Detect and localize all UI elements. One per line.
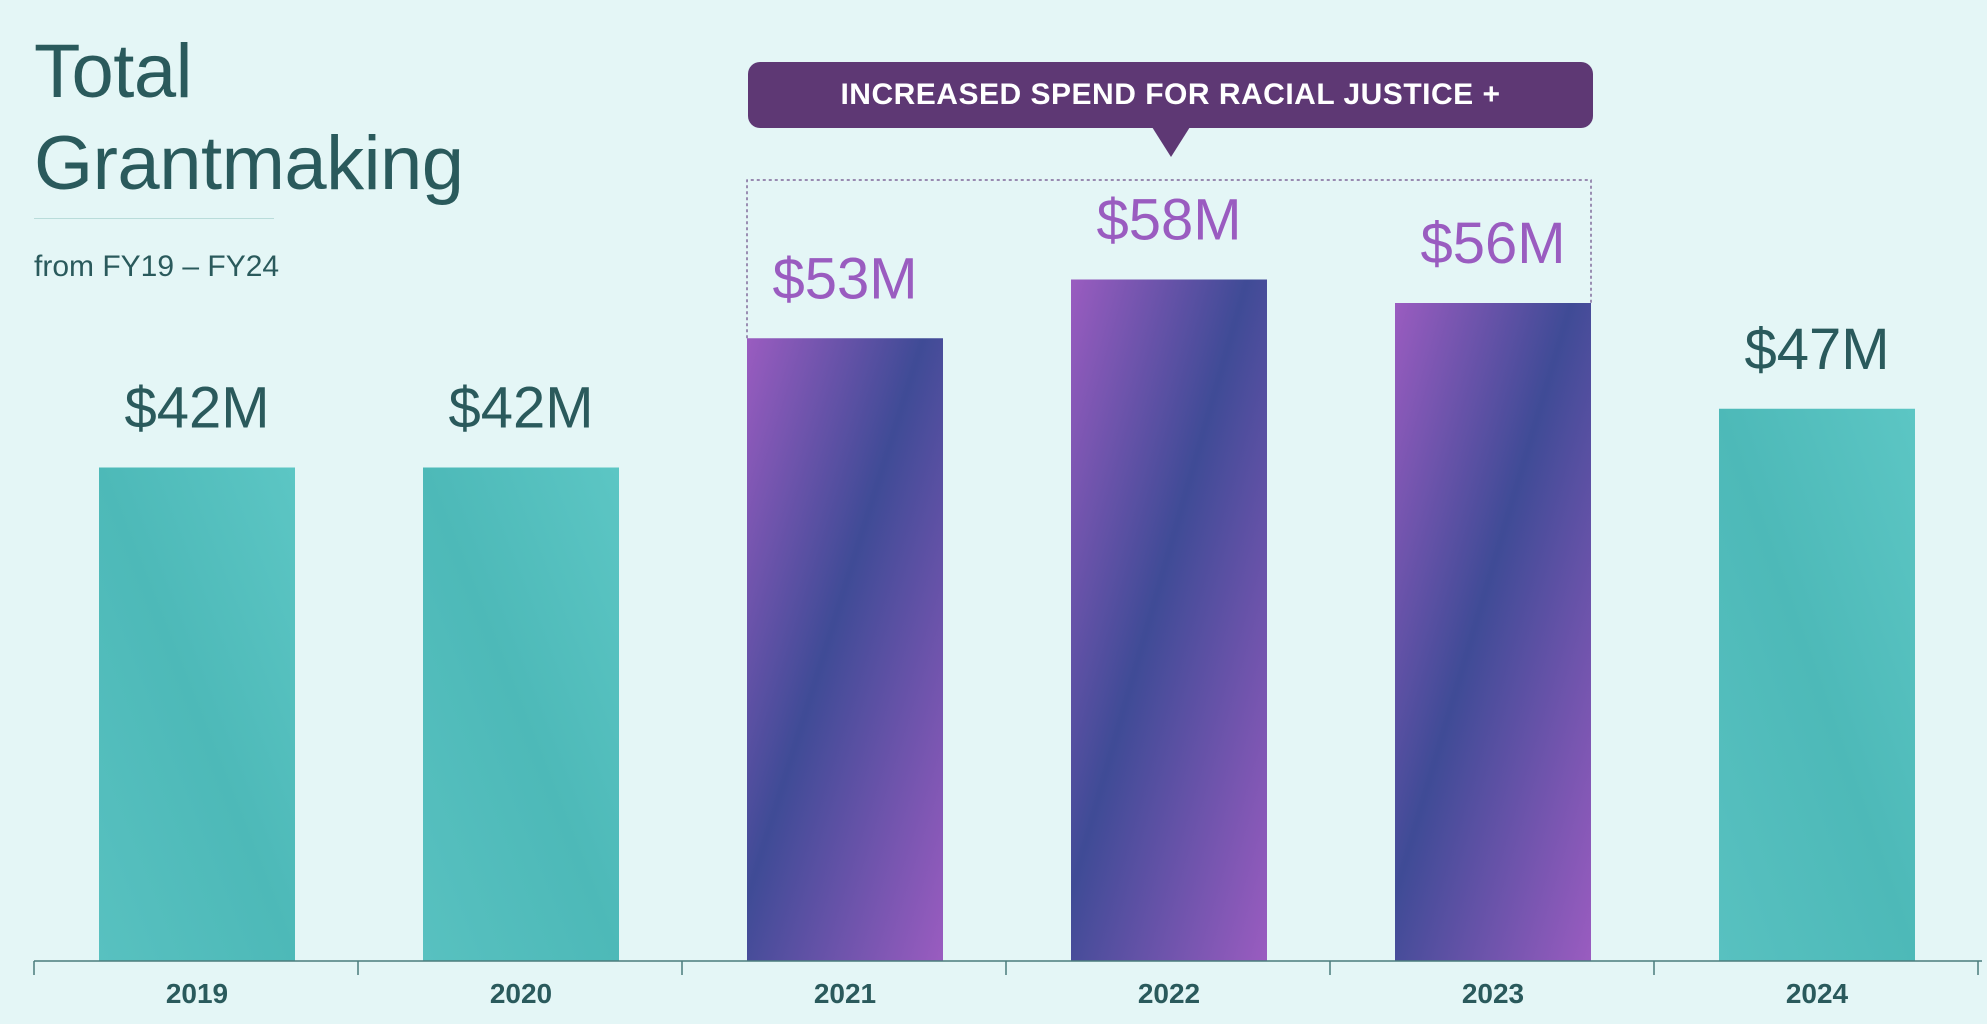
bar-2021 [747,338,943,961]
highlight-bracket [746,179,1592,339]
tick-label-2019: 2019 [166,978,228,1009]
tick-label-2021: 2021 [814,978,876,1009]
chart-title: Total Grantmaking [34,29,464,206]
chart-subtitle: from FY19 – FY24 [34,250,280,283]
bar-2020 [423,467,619,961]
value-label-2023: $56M [1420,211,1565,276]
value-label-2024: $47M [1744,317,1889,382]
bar-2022 [1071,279,1267,961]
tick-label-2022: 2022 [1138,978,1200,1009]
tick-label-2024: 2024 [1786,978,1849,1009]
title-divider [34,218,274,219]
value-label-2022: $58M [1096,188,1241,253]
highlight-callout: INCREASED SPEND FOR RACIAL JUSTICE + [748,62,1593,128]
tick-label-2023: 2023 [1462,978,1524,1009]
bar-2024 [1719,408,1915,961]
highlight-callout-text: INCREASED SPEND FOR RACIAL JUSTICE + [840,78,1501,111]
callout-pointer [1152,127,1190,157]
value-label-2019: $42M [124,376,269,441]
tick-label-2020: 2020 [490,978,552,1009]
value-label-2021: $53M [772,246,917,311]
value-label-2020: $42M [448,376,593,441]
bar-2023 [1395,303,1591,961]
bar-2019 [99,467,295,961]
